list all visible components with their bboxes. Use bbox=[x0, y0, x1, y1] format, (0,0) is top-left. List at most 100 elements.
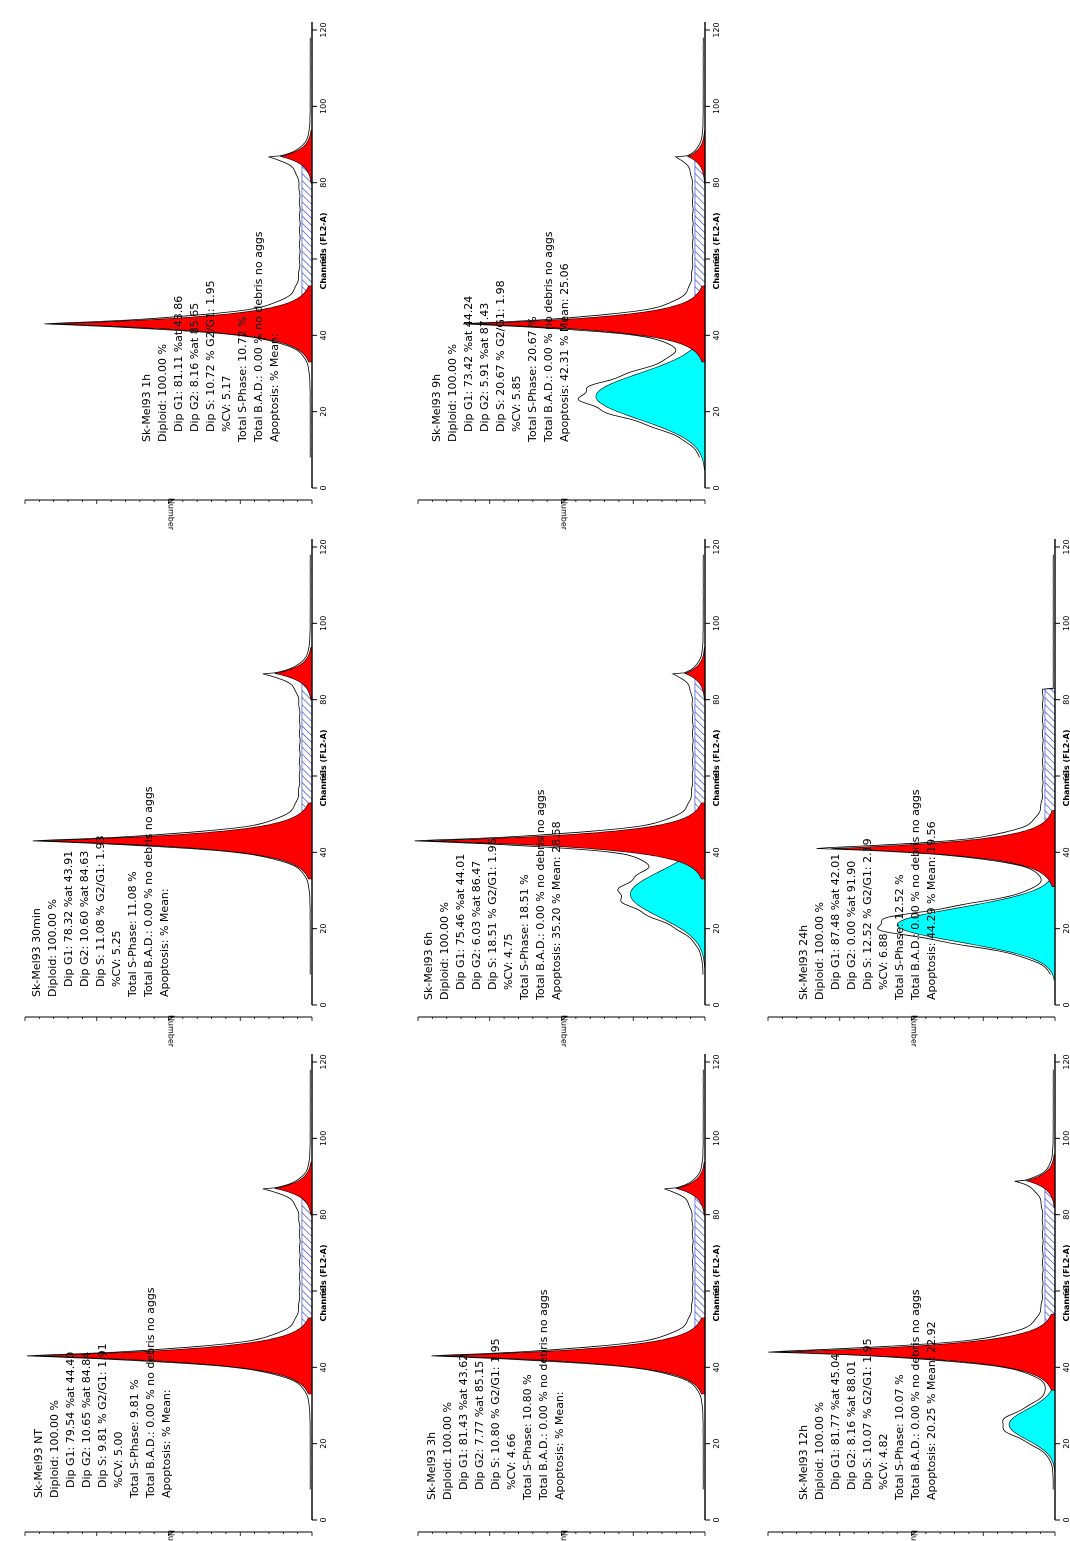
histogram-panel: 0 20 40 60 80 100 120 Channels (FL2-A) Number Sk-… bbox=[417, 1054, 721, 1541]
x-tick-label: 100 bbox=[712, 1131, 721, 1146]
y-axis-label: Number bbox=[910, 1015, 919, 1048]
histogram-panel: 0 20 40 60 80 100 120 Channels (FL2-A) Number Sk-… bbox=[24, 22, 328, 531]
x-tick-label: 40 bbox=[319, 847, 328, 857]
stats-line: %CV: 4.66 bbox=[505, 1434, 518, 1490]
g2-peak bbox=[1025, 1153, 1056, 1208]
x-tick-label: 120 bbox=[319, 22, 328, 37]
raw-outline bbox=[44, 37, 311, 458]
x-tick-label: 0 bbox=[712, 1517, 721, 1522]
x-tick-label: 120 bbox=[1062, 1054, 1070, 1069]
x-tick-label: 20 bbox=[1062, 1439, 1070, 1449]
histogram-panel: 0 20 40 60 80 100 120 Channels (FL2-A) Number Sk-… bbox=[767, 1054, 1070, 1541]
stats-line: Total S-Phase: 9.81 % bbox=[128, 1379, 141, 1499]
stats-line: Total B.A.D.: 0.00 % no debris no aggs bbox=[142, 786, 155, 998]
stats-line: Dip G2: 10.65 %at 84.84 bbox=[80, 1352, 93, 1488]
x-tick-label: 0 bbox=[319, 1517, 328, 1522]
histogram-panel: 0 20 40 60 80 100 120 Channels (FL2-A) Number Sk-… bbox=[24, 1054, 328, 1541]
x-tick-label: 80 bbox=[712, 695, 721, 705]
x-tick-label: 120 bbox=[1062, 539, 1070, 554]
x-tick-label: 40 bbox=[712, 847, 721, 857]
raw-outline bbox=[26, 1069, 311, 1490]
stats-line: Dip G1: 81.77 %at 45.04 bbox=[829, 1354, 842, 1490]
stats-line: Diploid: 100.00 % bbox=[813, 1402, 826, 1500]
stats-line: Dip S: 10.72 % G2/G1: 1.95 bbox=[204, 280, 217, 432]
g2-peak bbox=[274, 1161, 313, 1216]
x-tick-label: 80 bbox=[1062, 695, 1070, 705]
y-axis-label: Number bbox=[167, 498, 176, 531]
x-tick-label: 60 bbox=[1062, 1286, 1070, 1296]
panel-title: Sk-Mel93 12h bbox=[797, 1425, 810, 1500]
panel-title: Sk-Mel93 30min bbox=[30, 908, 43, 997]
y-axis-label: Number bbox=[560, 1530, 569, 1541]
raw-outline bbox=[462, 37, 704, 458]
x-tick-label: 80 bbox=[1062, 1210, 1070, 1220]
stats-line: Diploid: 100.00 % bbox=[438, 902, 451, 1000]
stats-line: Total B.A.D.: 0.00 % no debris no aggs bbox=[542, 231, 555, 443]
stats-line: %CV: 4.82 bbox=[877, 1434, 890, 1490]
stats-line: Total B.A.D.: 0.00 % no debris no aggs bbox=[144, 1287, 157, 1499]
y-axis-label: Number bbox=[167, 1530, 176, 1541]
stats-line: %CV: 5.85 bbox=[510, 376, 523, 432]
x-tick-label: 120 bbox=[712, 22, 721, 37]
g2-peak bbox=[684, 646, 706, 701]
raw-outline bbox=[32, 554, 311, 975]
x-tick-label: 80 bbox=[319, 1210, 328, 1220]
x-tick-label: 80 bbox=[712, 1210, 721, 1220]
y-axis-label: Number bbox=[560, 1015, 569, 1048]
panel-title: Sk-Mel93 3h bbox=[425, 1432, 438, 1500]
stats-line: Apoptosis: 44.29 % Mean: 19.56 bbox=[925, 821, 938, 1000]
stats-line: Dip S: 18.51 % G2/G1: 1.96 bbox=[486, 838, 499, 990]
raw-outline bbox=[816, 554, 1054, 975]
x-tick-label: 20 bbox=[319, 924, 328, 934]
x-tick-label: 20 bbox=[319, 1439, 328, 1449]
x-axis-label: Channels (FL2-A) bbox=[319, 1245, 328, 1322]
stats-line: Apoptosis: % Mean: bbox=[553, 1391, 566, 1500]
raw-outline bbox=[414, 554, 704, 975]
x-tick-label: 40 bbox=[1062, 1362, 1070, 1372]
stats-line: %CV: 5.00 bbox=[112, 1432, 125, 1488]
panel-title: Sk-Mel93 1h bbox=[140, 374, 153, 442]
x-tick-label: 60 bbox=[712, 771, 721, 781]
stats-line: Diploid: 100.00 % bbox=[446, 344, 459, 442]
x-tick-label: 0 bbox=[712, 1002, 721, 1007]
stats-line: Dip S: 10.07 % G2/G1: 1.95 bbox=[861, 1338, 874, 1490]
x-tick-label: 120 bbox=[319, 1054, 328, 1069]
stats-line: %CV: 6.88 bbox=[877, 934, 890, 990]
y-axis-label: Number bbox=[560, 498, 569, 531]
stats-line: Dip G1: 81.43 %at 43.62 bbox=[457, 1354, 470, 1490]
x-tick-label: 20 bbox=[1062, 924, 1070, 934]
stats-line: Total B.A.D.: 0.00 % no debris no aggs bbox=[909, 789, 922, 1001]
panel-title: Sk-Mel93 24h bbox=[797, 925, 810, 1000]
stats-line: Total S-Phase: 10.07 % bbox=[893, 1374, 906, 1501]
stats-line: Total S-Phase: 10.80 % bbox=[521, 1374, 534, 1501]
stats-line: Diploid: 100.00 % bbox=[156, 344, 169, 442]
stats-line: Total B.A.D.: 0.00 % no debris no aggs bbox=[909, 1289, 922, 1501]
stats-line: Dip G2: 7.77 %at 85.15 bbox=[473, 1361, 486, 1490]
stats-line: Dip G1: 78.32 %at 43.91 bbox=[62, 851, 75, 987]
apoptosis-peak bbox=[896, 869, 1056, 981]
x-tick-label: 120 bbox=[712, 1054, 721, 1069]
x-tick-label: 20 bbox=[712, 1439, 721, 1449]
stats-line: %CV: 5.25 bbox=[110, 931, 123, 987]
x-tick-label: 80 bbox=[319, 178, 328, 188]
apoptosis-peak bbox=[1008, 1374, 1056, 1474]
x-tick-label: 100 bbox=[1062, 1131, 1070, 1146]
stats-line: Total B.A.D.: 0.00 % no debris no aggs bbox=[252, 231, 265, 443]
g1-peak bbox=[426, 802, 706, 880]
x-axis-label: Channels (FL2-A) bbox=[319, 730, 328, 807]
histogram-panel: 0 20 40 60 80 100 120 Channels (FL2-A) Number Sk-… bbox=[24, 539, 328, 1048]
g1-peak bbox=[831, 809, 1056, 887]
x-tick-label: 40 bbox=[319, 330, 328, 340]
x-tick-label: 100 bbox=[319, 1131, 328, 1146]
stats-line: Total S-Phase: 18.51 % bbox=[518, 874, 531, 1001]
x-tick-label: 60 bbox=[319, 254, 328, 264]
stats-line: Dip G2: 10.60 %at 84.63 bbox=[78, 851, 91, 987]
stats-line: Dip G1: 87.48 %at 42.01 bbox=[829, 854, 842, 990]
x-axis-label: Channels (FL2-A) bbox=[712, 1245, 721, 1322]
stats-line: Dip S: 10.80 % G2/G1: 1.95 bbox=[489, 1338, 502, 1490]
x-tick-label: 60 bbox=[712, 1286, 721, 1296]
x-axis-label: Channels (FL2-A) bbox=[712, 730, 721, 807]
x-tick-label: 120 bbox=[712, 539, 721, 554]
histogram-panel: 0 20 40 60 80 100 120 Channels (FL2-A) Number Sk-… bbox=[414, 539, 721, 1048]
